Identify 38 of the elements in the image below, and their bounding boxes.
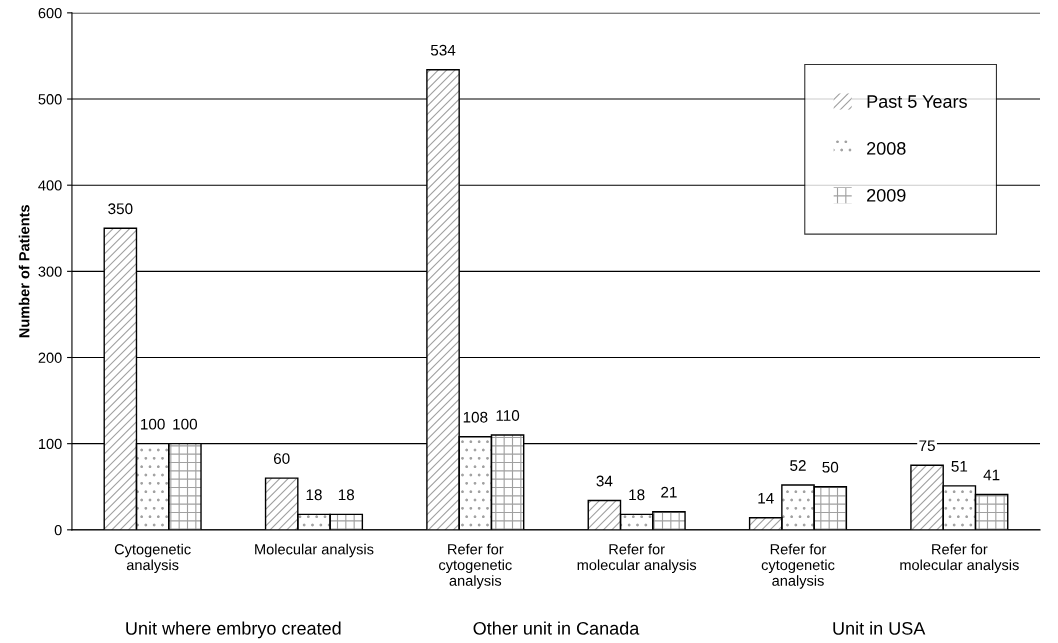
- data-label: 34: [596, 475, 613, 487]
- y-tick-label: 0: [54, 524, 62, 536]
- x-tick-label: Refer for cytogenetic analysis: [761, 543, 835, 589]
- data-label: 50: [822, 461, 839, 473]
- x-tick-label: Refer for cytogenetic analysis: [439, 543, 512, 589]
- data-label: 110: [496, 410, 520, 421]
- text: Other unit in Canada: [473, 621, 640, 635]
- text: Unit where embryo created: [126, 621, 341, 639]
- y-tick-label: 300: [38, 266, 62, 277]
- y-tick-label: 600: [38, 7, 62, 19]
- data-label: 18: [629, 489, 645, 501]
- x-tick-label: Cytogenetic analysis: [114, 543, 191, 574]
- legend-label: Past 5 Years: [867, 95, 967, 108]
- y-tick-label: 500: [38, 94, 62, 105]
- data-label: 100: [173, 418, 198, 430]
- data-label: 18: [306, 489, 322, 501]
- x-tick-label: Molecular analysis: [255, 543, 374, 558]
- data-label: 60: [273, 453, 290, 464]
- data-label: 52: [790, 460, 806, 471]
- data-label: 21: [661, 486, 677, 498]
- data-label: 14: [758, 492, 774, 504]
- y-axis-title: Number of Patients: [18, 205, 30, 338]
- data-label: 41: [983, 469, 1000, 481]
- data-label: 350: [108, 203, 133, 215]
- data-label: 75: [919, 440, 935, 452]
- legend-label: 2008: [867, 142, 906, 155]
- text: Unit in USA: [833, 621, 926, 635]
- legend-label: 2009: [867, 188, 906, 202]
- data-label: 108: [463, 411, 488, 423]
- data-label: 51: [951, 461, 968, 472]
- y-tick-label: 200: [38, 352, 62, 363]
- x-tick-label: Refer for molecular analysis: [900, 543, 1019, 574]
- y-tick-label: 400: [38, 180, 62, 191]
- x-tick-label: Refer for molecular analysis: [577, 543, 697, 574]
- y-tick-label: 100: [39, 438, 62, 450]
- data-label: 18: [338, 489, 355, 501]
- data-label: 534: [430, 44, 456, 56]
- data-label: 100: [141, 418, 165, 430]
